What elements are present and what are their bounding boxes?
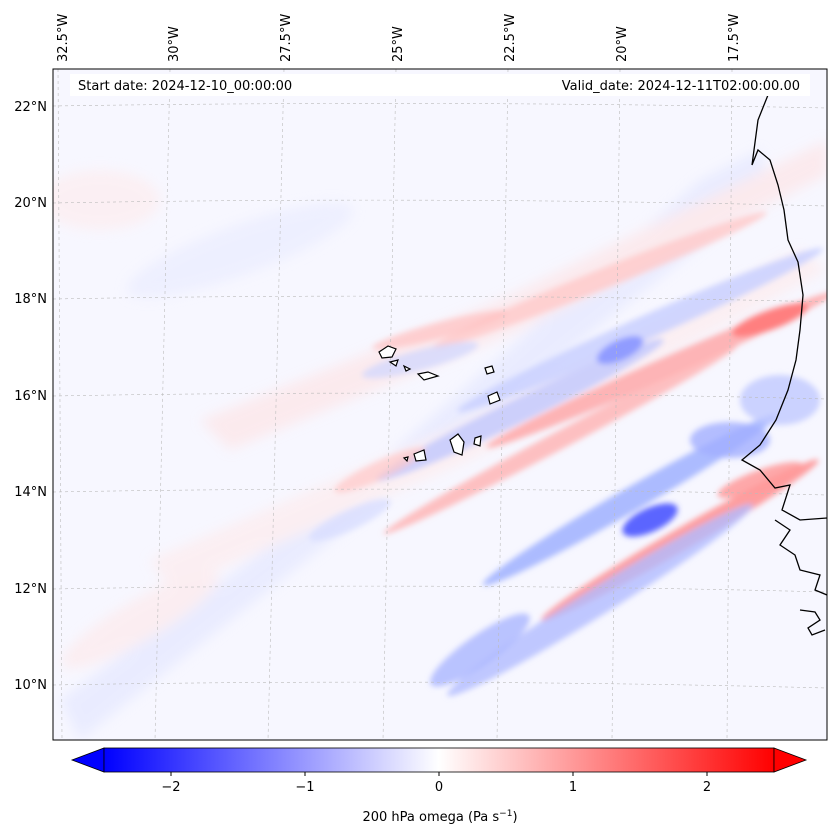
lon-label: 20°W bbox=[615, 26, 630, 62]
valid-date: Valid_date: 2024-12-11T02:00:00.00 bbox=[562, 79, 800, 94]
lon-label: 30°W bbox=[167, 26, 182, 62]
islands bbox=[378, 345, 501, 463]
colorbar: −2 −1 0 1 2 200 hPa omega (Pa s−1) bbox=[70, 747, 808, 825]
lat-label: 18°N bbox=[14, 292, 47, 307]
lat-label: 10°N bbox=[14, 678, 47, 693]
lat-labels: 22°N 20°N 18°N 16°N 14°N 12°N 10°N bbox=[14, 100, 47, 693]
colorbar-tick: −1 bbox=[295, 780, 314, 795]
lat-label: 16°N bbox=[14, 389, 47, 404]
start-date: Start date: 2024-12-10_00:00:00 bbox=[78, 79, 292, 94]
lon-labels: 32.5°W 30°W 27.5°W 25°W 22.5°W 20°W 17.5… bbox=[56, 14, 742, 62]
lat-label: 12°N bbox=[14, 582, 47, 597]
lon-label: 25°W bbox=[391, 26, 406, 62]
lon-label: 27.5°W bbox=[279, 14, 294, 62]
colorbar-tick: 1 bbox=[569, 780, 577, 795]
colorbar-tick: 0 bbox=[435, 780, 443, 795]
header-band bbox=[70, 74, 810, 96]
lat-label: 22°N bbox=[14, 100, 47, 115]
omega-field bbox=[53, 69, 827, 740]
colorbar-tick: 2 bbox=[703, 780, 711, 795]
lat-label: 20°N bbox=[14, 196, 47, 211]
colorbar-label: 200 hPa omega (Pa s−1) bbox=[362, 809, 517, 825]
colorbar-max-extend bbox=[773, 747, 808, 773]
colorbar-tick: −2 bbox=[161, 780, 180, 795]
colorbar-min-extend bbox=[70, 747, 105, 773]
lon-label: 32.5°W bbox=[56, 14, 71, 62]
lon-label: 17.5°W bbox=[727, 14, 742, 62]
lon-label: 22.5°W bbox=[503, 14, 518, 62]
map-frame bbox=[52, 68, 828, 741]
lat-label: 14°N bbox=[14, 485, 47, 500]
coastline bbox=[740, 84, 827, 636]
graticule bbox=[53, 69, 827, 740]
colorbar-bar bbox=[103, 747, 775, 773]
